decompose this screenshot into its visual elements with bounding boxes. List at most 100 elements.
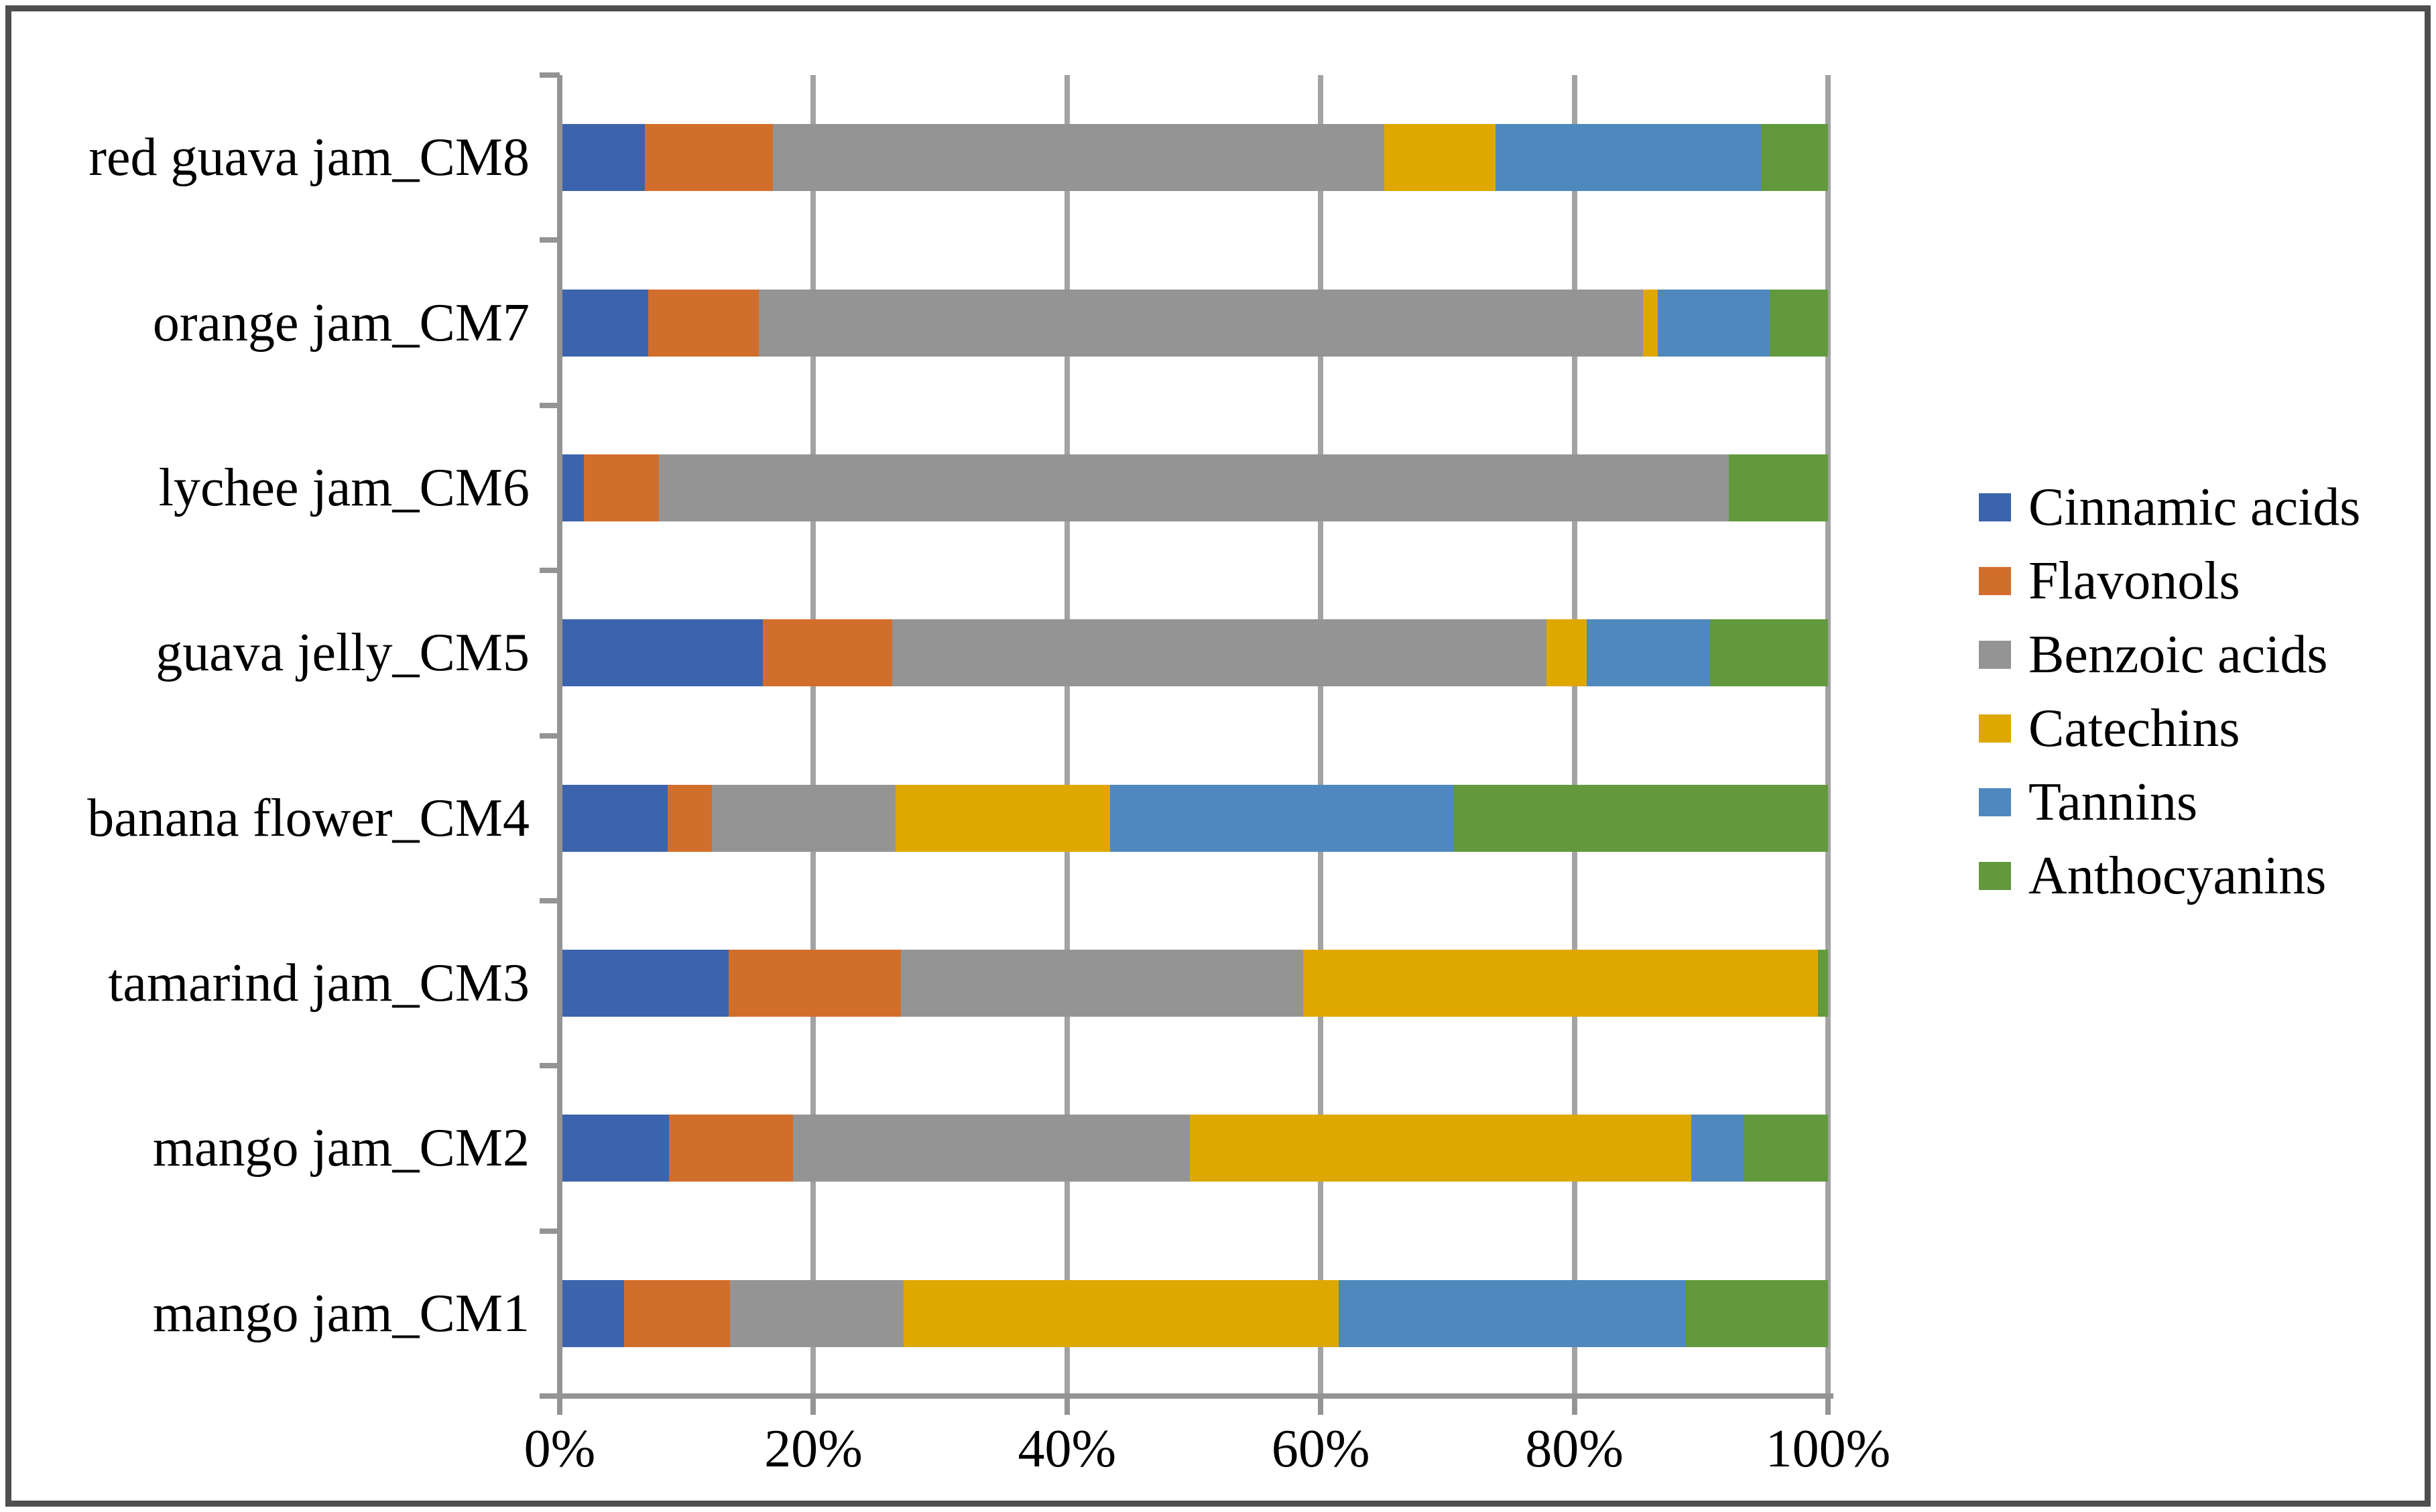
bar-segment-flavonols — [648, 289, 759, 357]
bar-segment-cinnamic-acids — [560, 784, 668, 852]
bar-segment-anthocyanins — [1453, 784, 1828, 852]
bar-segment-tannins — [1587, 619, 1710, 687]
bar-segment-benzoic-acids — [892, 619, 1546, 687]
category-label: orange jam_CM7 — [152, 293, 530, 353]
bar-row — [560, 1066, 1828, 1231]
x-axis-tick-80% — [1571, 1396, 1577, 1415]
category-label: lychee jam_CM6 — [158, 458, 530, 517]
bar-segment-benzoic-acids — [712, 784, 896, 852]
bar-segment-flavonols — [667, 784, 713, 852]
bar-row — [560, 405, 1828, 570]
legend-label: Tannins — [2028, 773, 2198, 832]
category-label: mango jam_CM1 — [152, 1283, 530, 1343]
bar-segment-catechins — [1302, 950, 1818, 1017]
bar-segment-benzoic-acids — [729, 1279, 904, 1347]
legend-marker-icon — [1979, 714, 2011, 743]
stacked-bar — [560, 1115, 1828, 1182]
legend-item: Tannins — [1979, 765, 2360, 839]
stacked-bar — [560, 124, 1828, 192]
legend-item: Cinnamic acids — [1979, 470, 2360, 544]
bar-segment-anthocyanins — [1729, 454, 1828, 521]
category-label: mango jam_CM2 — [152, 1119, 530, 1178]
legend-marker-icon — [1979, 567, 2011, 595]
bar-segment-cinnamic-acids — [560, 454, 584, 521]
bar-segment-flavonols — [583, 454, 659, 521]
legend-label: Catechins — [2028, 699, 2240, 758]
bar-segment-cinnamic-acids — [560, 289, 649, 357]
x-axis-tick-label: 100% — [1765, 1420, 1891, 1478]
stacked-bar — [560, 1279, 1828, 1347]
legend-item: Benzoic acids — [1979, 618, 2360, 692]
bar-rows — [560, 75, 1828, 1396]
bar-segment-cinnamic-acids — [560, 950, 729, 1017]
bar-segment-benzoic-acids — [772, 124, 1384, 192]
bar-row — [560, 75, 1828, 240]
bar-segment-anthocyanins — [1817, 950, 1828, 1017]
bar-segment-flavonols — [728, 950, 901, 1017]
legend-label: Anthocyanins — [2028, 846, 2327, 905]
bar-segment-cinnamic-acids — [560, 1279, 625, 1347]
bar-segment-cinnamic-acids — [560, 124, 645, 192]
bar-segment-benzoic-acids — [759, 289, 1643, 357]
gridline-60% — [1318, 75, 1324, 1396]
stacked-bar — [560, 454, 1828, 521]
legend-label: Benzoic acids — [2028, 625, 2328, 684]
legend-label: Flavonols — [2028, 552, 2240, 611]
bar-segment-anthocyanins — [1744, 1115, 1828, 1182]
bar-row — [560, 1231, 1828, 1396]
legend-marker-icon — [1979, 493, 2011, 521]
bar-segment-catechins — [1642, 289, 1658, 357]
stacked-bar — [560, 784, 1828, 852]
x-axis-tick-100% — [1825, 1396, 1831, 1415]
bar-segment-anthocyanins — [1686, 1279, 1828, 1347]
y-axis-tick — [540, 72, 560, 78]
y-axis-tick — [540, 402, 560, 408]
bar-segment-flavonols — [762, 619, 892, 687]
category-label: tamarind jam_CM3 — [108, 954, 530, 1013]
stacked-bar — [560, 619, 1828, 687]
y-axis-tick — [540, 1063, 560, 1069]
bar-row — [560, 240, 1828, 405]
x-axis-tick-label: 20% — [764, 1420, 863, 1478]
bar-segment-catechins — [1384, 124, 1496, 192]
plot-area — [540, 72, 1833, 1415]
bar-row — [560, 570, 1828, 735]
legend-marker-icon — [1979, 862, 2011, 890]
legend-item: Flavonols — [1979, 544, 2360, 618]
y-axis-tick — [540, 568, 560, 574]
x-axis-tick-20% — [810, 1396, 816, 1415]
y-axis-tick — [540, 1393, 560, 1399]
stacked-bar — [560, 289, 1828, 357]
category-label: guava jelly_CM5 — [156, 623, 530, 683]
figure-frame — [5, 5, 2431, 1507]
x-axis-tick-40% — [1064, 1396, 1070, 1415]
y-axis-tick — [540, 897, 560, 903]
bar-segment-anthocyanins — [1760, 124, 1828, 192]
y-axis-tick — [540, 733, 560, 739]
legend: Cinnamic acids Flavonols Benzoic acids Cate… — [1979, 470, 2360, 913]
bar-segment-benzoic-acids — [900, 950, 1303, 1017]
bar-segment-tannins — [1691, 1115, 1745, 1182]
category-label: red guava jam_CM8 — [88, 128, 530, 188]
bar-segment-anthocyanins — [1710, 619, 1828, 687]
legend-marker-icon — [1979, 641, 2011, 669]
bar-segment-flavonols — [668, 1115, 794, 1182]
bar-segment-flavonols — [644, 124, 773, 192]
legend-item: Anthocyanins — [1979, 839, 2360, 913]
bar-segment-catechins — [1190, 1115, 1691, 1182]
category-label: banana flower_CM4 — [87, 788, 530, 848]
bar-segment-catechins — [1546, 619, 1587, 687]
gridline-100% — [1825, 75, 1831, 1396]
bar-row — [560, 901, 1828, 1066]
y-axis-line — [557, 75, 562, 1396]
bar-segment-catechins — [896, 784, 1111, 852]
legend-item: Catechins — [1979, 692, 2360, 765]
bar-segment-benzoic-acids — [793, 1115, 1191, 1182]
gridline-20% — [810, 75, 816, 1396]
x-axis-tick-label: 60% — [1271, 1420, 1370, 1478]
bar-segment-catechins — [903, 1279, 1339, 1347]
bar-row — [560, 736, 1828, 901]
stacked-bar — [560, 950, 1828, 1017]
value-axis-labels: 0% 20% 40% 60% 80% 100% — [524, 1420, 1891, 1496]
x-axis-tick-0% — [557, 1396, 562, 1415]
